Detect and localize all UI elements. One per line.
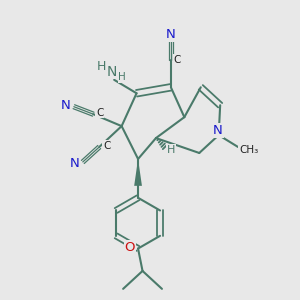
Text: H: H [118, 72, 126, 82]
Text: N: N [61, 99, 70, 112]
Text: N: N [213, 124, 223, 137]
Polygon shape [134, 159, 142, 186]
Text: O: O [124, 241, 135, 254]
Text: C: C [96, 108, 103, 118]
Text: N: N [107, 65, 117, 79]
Text: H: H [167, 145, 175, 155]
Text: CH₃: CH₃ [239, 145, 258, 155]
Text: N: N [70, 157, 79, 170]
Text: H: H [97, 61, 106, 74]
Text: C: C [174, 55, 181, 65]
Text: C: C [103, 140, 110, 151]
Text: N: N [166, 28, 176, 41]
